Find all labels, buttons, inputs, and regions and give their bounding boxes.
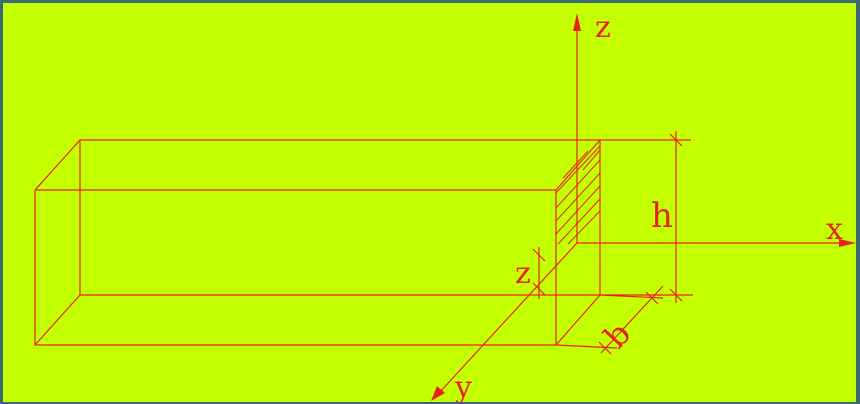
- beam-edge-bottom-left: [34, 294, 81, 346]
- beam-diagram: z x y h b z: [3, 3, 856, 402]
- z-offset-tick-bottom: [532, 282, 546, 296]
- y-axis-arrowhead: [431, 386, 445, 401]
- y-axis-label: y: [454, 370, 472, 402]
- x-axis-label: x: [826, 212, 843, 247]
- beam-edge-top-right: [555, 139, 601, 191]
- b-dimension-line: [600, 285, 664, 354]
- height-label-h: h: [651, 196, 673, 236]
- offset-label-z: z: [515, 256, 531, 291]
- z-axis-label: z: [595, 10, 611, 45]
- x-axis-arrowhead: [839, 239, 856, 247]
- diagram-background: [3, 3, 856, 402]
- beam-edge-bottom-right: [555, 294, 601, 346]
- cross-section-hatch: [555, 145, 601, 245]
- y-axis: [438, 242, 578, 394]
- z-axis-arrowhead: [573, 13, 581, 31]
- b-tick-far: [645, 291, 659, 305]
- b-tick-near: [598, 341, 612, 355]
- h-tick-top: [669, 133, 683, 147]
- h-tick-bottom: [669, 288, 683, 302]
- beam-edge-top-left: [34, 139, 81, 191]
- z-offset-tick-top: [532, 248, 546, 262]
